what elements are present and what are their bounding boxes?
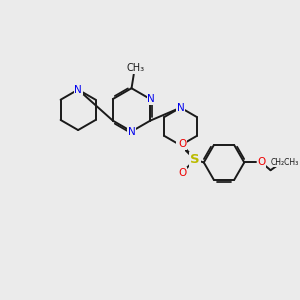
Text: N: N [147,94,155,104]
Text: N: N [128,127,135,137]
Text: O: O [178,168,186,178]
Text: CH₃: CH₃ [126,63,144,73]
Text: CH₂CH₃: CH₂CH₃ [271,158,299,167]
Text: O: O [257,158,266,167]
Text: S: S [190,153,200,166]
Text: O: O [178,140,186,149]
Text: N: N [177,103,184,112]
Text: N: N [177,140,184,150]
Text: N: N [74,85,82,94]
